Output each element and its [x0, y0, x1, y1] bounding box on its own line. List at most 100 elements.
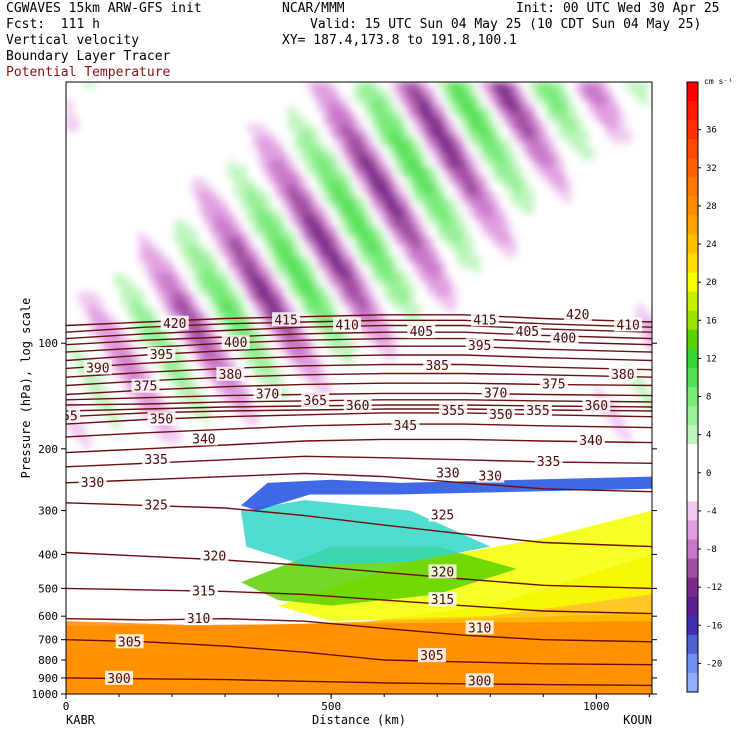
velocity-cell: [198, 274, 205, 281]
velocity-cell: [444, 166, 451, 173]
velocity-cell: [474, 142, 481, 149]
velocity-cell: [612, 112, 619, 119]
velocity-cell: [210, 424, 217, 431]
velocity-cell: [264, 310, 271, 317]
velocity-cell: [408, 298, 415, 305]
velocity-cell: [450, 238, 457, 245]
velocity-cell: [330, 340, 337, 347]
velocity-cell: [504, 154, 511, 161]
velocity-cell: [276, 334, 283, 341]
velocity-cell: [174, 214, 181, 221]
velocity-cell: [462, 88, 469, 95]
velocity-cell: [276, 400, 283, 407]
velocity-cell: [120, 364, 127, 371]
velocity-cell: [558, 190, 565, 197]
velocity-cell: [84, 442, 91, 449]
theta-label: 355: [54, 410, 77, 425]
velocity-cell: [66, 352, 73, 359]
velocity-cell: [384, 202, 391, 209]
velocity-cell: [636, 370, 643, 377]
velocity-cell: [324, 304, 331, 311]
velocity-cell: [228, 238, 235, 245]
velocity-cell: [366, 142, 373, 149]
velocity-cell: [354, 190, 361, 197]
velocity-cell: [552, 160, 559, 167]
velocity-cell: [246, 280, 253, 287]
velocity-cell: [444, 172, 451, 179]
colorbar-swatch: [687, 196, 698, 216]
velocity-cell: [90, 292, 97, 299]
velocity-cell: [606, 106, 613, 113]
theta-label-bg: [428, 592, 457, 607]
velocity-cell: [282, 100, 289, 107]
velocity-cell: [384, 346, 391, 353]
velocity-cell: [156, 286, 163, 293]
velocity-cell: [180, 232, 187, 239]
velocity-cell: [402, 154, 409, 161]
velocity-cell: [282, 118, 289, 125]
velocity-cell: [294, 250, 301, 257]
velocity-cell: [156, 358, 163, 365]
velocity-cell: [324, 184, 331, 191]
velocity-cell: [636, 364, 643, 371]
velocity-cell: [96, 376, 103, 383]
velocity-cell: [390, 274, 397, 281]
velocity-cell: [360, 238, 367, 245]
velocity-cell: [318, 172, 325, 179]
colorbar-tick-label: -20: [706, 659, 722, 669]
velocity-cell: [300, 202, 307, 209]
velocity-cell: [84, 88, 91, 95]
velocity-cell: [486, 130, 493, 137]
velocity-cell: [288, 124, 295, 131]
velocity-cell: [372, 328, 379, 335]
velocity-cell: [252, 208, 259, 215]
velocity-cell: [120, 304, 127, 311]
velocity-cell: [258, 130, 265, 137]
velocity-cell: [588, 82, 595, 89]
velocity-cell: [318, 214, 325, 221]
velocity-cell: [618, 418, 625, 425]
velocity-cell: [456, 136, 463, 143]
velocity-cell: [276, 178, 283, 185]
velocity-cell: [510, 154, 517, 161]
velocity-cell: [210, 190, 217, 197]
velocity-cell: [480, 196, 487, 203]
velocity-cell: [348, 232, 355, 239]
velocity-cell: [318, 286, 325, 293]
colorbar-swatch: [687, 634, 698, 655]
velocity-cell: [522, 94, 529, 101]
velocity-cell: [462, 178, 469, 185]
velocity-cell: [204, 196, 211, 203]
velocity-cell: [324, 88, 331, 95]
velocity-cell: [162, 286, 169, 293]
velocity-cell: [174, 382, 181, 389]
velocity-cell: [534, 94, 541, 101]
velocity-cell: [192, 256, 199, 263]
velocity-cell: [198, 406, 205, 413]
velocity-cell: [468, 208, 475, 215]
velocity-cell: [498, 178, 505, 185]
velocity-cell: [444, 88, 451, 95]
velocity-cell: [582, 160, 589, 167]
theta-label: 400: [224, 336, 247, 351]
velocity-cell: [474, 214, 481, 221]
velocity-cell: [588, 106, 595, 113]
velocity-cell: [438, 148, 445, 155]
velocity-cell: [234, 400, 241, 407]
velocity-cell: [534, 208, 541, 215]
velocity-cell: [510, 100, 517, 107]
velocity-cell: [300, 358, 307, 365]
velocity-cell: [108, 316, 115, 323]
theta-contour-300: [66, 677, 652, 687]
velocity-cell: [648, 322, 652, 329]
velocity-cell: [354, 238, 361, 245]
velocity-cell: [228, 220, 235, 227]
velocity-cell: [258, 358, 265, 365]
velocity-cell: [180, 298, 187, 305]
velocity-cell: [420, 118, 427, 125]
velocity-cell: [354, 232, 361, 239]
velocity-cell: [342, 148, 349, 155]
velocity-cell: [294, 364, 301, 371]
colorbar-tick-label: -16: [706, 621, 722, 631]
velocity-cell: [432, 202, 439, 209]
